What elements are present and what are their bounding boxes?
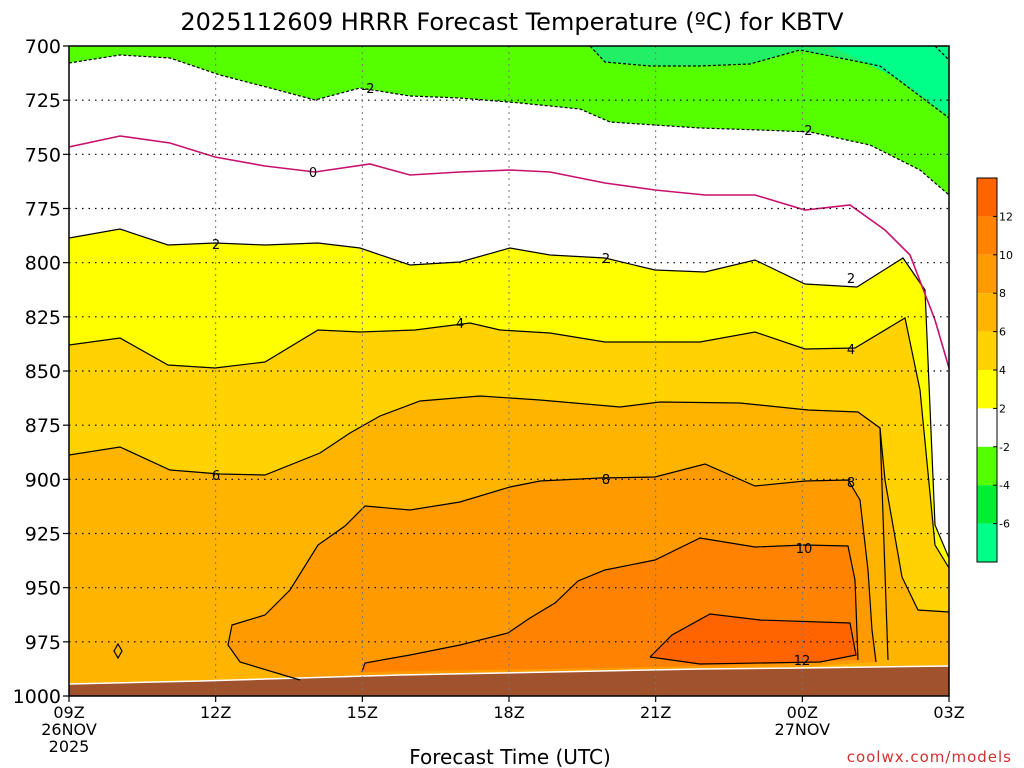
contour-label: 4 <box>847 343 855 358</box>
vertical-grid <box>215 46 803 696</box>
plot-area <box>69 46 949 696</box>
x-tick-sublabel: 26NOV <box>41 720 97 739</box>
contour-label: 4 <box>456 317 464 332</box>
contour-minus6-dashed <box>934 46 949 61</box>
colorbar-band <box>977 370 997 409</box>
y-tick-label: 975 <box>25 632 61 654</box>
contour-8 <box>227 463 877 681</box>
band-minus2-2 <box>69 46 949 558</box>
colorbar-band <box>977 216 997 255</box>
y-tick-label: 850 <box>25 361 61 383</box>
band-minus6-minus4 <box>590 46 949 118</box>
x-tick-label: 00Z <box>787 703 818 722</box>
y-tick-label: 750 <box>25 144 61 166</box>
contour-4 <box>69 317 949 569</box>
contour-label: 12 <box>794 654 811 669</box>
contour-2 <box>69 228 949 559</box>
colorbar-band <box>977 446 997 486</box>
ground <box>69 666 949 696</box>
y-tick-label: 800 <box>25 253 61 275</box>
colorbar-tick-label: 10 <box>999 249 1013 262</box>
x-tick-label: 15Z <box>347 703 378 722</box>
colorbar-band <box>977 485 997 524</box>
contour-12 <box>649 613 857 665</box>
y-tick-label: 925 <box>25 524 61 546</box>
colorbar-tick-label: -2 <box>999 441 1010 454</box>
x-tick-label: 09Z <box>53 703 84 722</box>
contour-label: 2 <box>847 272 855 287</box>
contour-10 <box>361 537 859 673</box>
colorbar-band <box>977 523 997 562</box>
contour-minus4-dashed <box>589 46 949 119</box>
contour-zero <box>69 135 949 369</box>
colorbar-tick-label: -4 <box>999 479 1010 492</box>
band-below-minus6 <box>830 46 949 115</box>
x-tick-sublabel: 27NOV <box>775 720 831 739</box>
credit-text: coolwx.com/models <box>847 748 1012 766</box>
colorbar-tick-label: 8 <box>999 287 1006 300</box>
x-tick-label: 21Z <box>640 703 671 722</box>
x-tick-label: 18Z <box>493 703 524 722</box>
x-tick-label: 03Z <box>933 703 964 722</box>
colorbar-tick-label: 2 <box>999 402 1006 415</box>
y-tick-label: 825 <box>25 307 61 329</box>
y-axis: 700 725 750 775 800 825 850 875 900 925 950 975 1000 <box>13 36 69 708</box>
contour-minus2-dashed <box>69 54 949 196</box>
colorbar-tick-label: 12 <box>999 210 1013 223</box>
y-tick-label: 700 <box>25 36 61 58</box>
y-tick-label: 775 <box>25 199 61 221</box>
colorbar-tick-label: 4 <box>999 364 1006 377</box>
contour-label: -2 <box>362 82 375 97</box>
contour-label: 8 <box>847 476 855 491</box>
contour-label: 10 <box>796 542 813 557</box>
y-tick-label: 950 <box>25 578 61 600</box>
ground-edge <box>69 665 949 685</box>
x-axis-label: Forecast Time (UTC) <box>409 745 611 768</box>
y-tick-label: 1000 <box>13 686 61 708</box>
contour-other-edge <box>879 427 889 661</box>
y-tick-label: 725 <box>25 90 61 112</box>
y-tick-label: 900 <box>25 469 61 491</box>
colorbar: 12 10 8 6 4 2 -2 -4 -6 <box>976 177 1013 563</box>
colorbar-band <box>977 331 997 370</box>
chart-title: 2025112609 HRRR Forecast Temperature (ºC… <box>180 8 844 36</box>
contour-label: -2 <box>800 124 813 139</box>
contour-label: 2 <box>602 252 610 267</box>
x-tick-sublabel: 2025 <box>49 737 90 756</box>
colorbar-tick-label: 6 <box>999 326 1006 339</box>
colorbar-tick-label: -6 <box>999 518 1010 531</box>
contour-label: 2 <box>212 238 220 253</box>
colorbar-band <box>977 293 997 332</box>
colorbar-band <box>977 178 997 217</box>
x-tick-label: 12Z <box>200 703 231 722</box>
y-tick-label: 875 <box>25 415 61 437</box>
contour-label: 8 <box>602 473 610 488</box>
contour-label: 0 <box>309 166 317 181</box>
contour-lines <box>69 46 949 681</box>
band-minus4-minus2 <box>69 46 949 195</box>
contour-label: 6 <box>212 469 220 484</box>
diamond-marker <box>113 642 123 660</box>
colorbar-band <box>977 408 997 447</box>
colorbar-band <box>977 254 997 294</box>
band-12-14 <box>650 614 856 664</box>
contour-6 <box>69 395 949 613</box>
contour-labels: -2 -2 0 2 2 2 4 4 6 8 8 10 12 <box>212 82 855 669</box>
